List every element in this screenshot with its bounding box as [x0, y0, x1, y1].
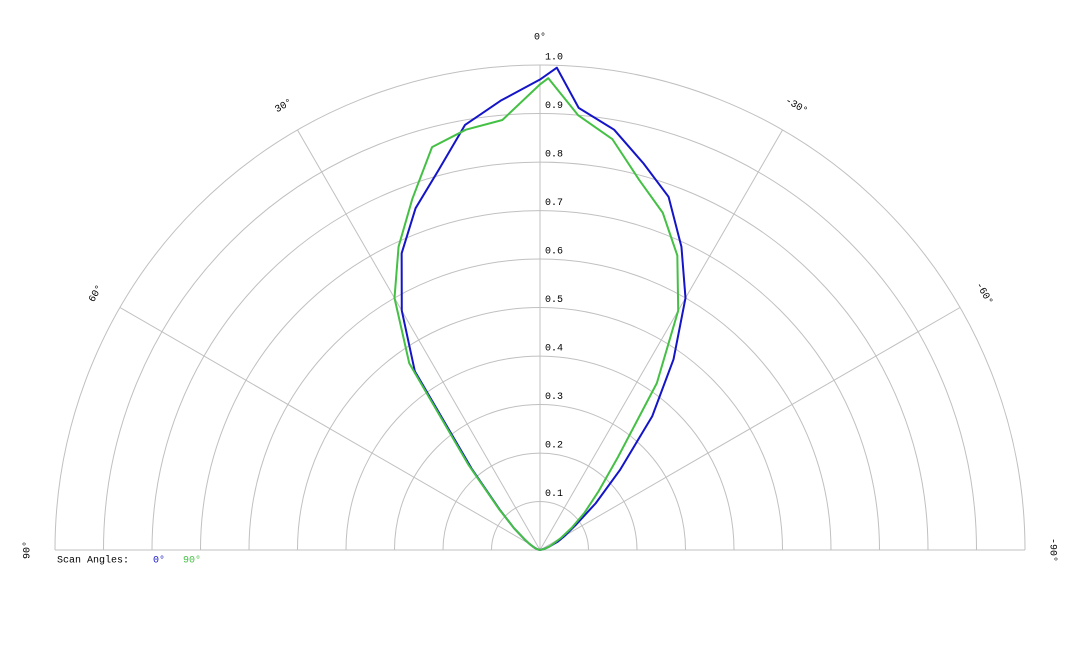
grid-spoke [539, 129, 783, 551]
r-tick-label: 0.7 [545, 198, 563, 209]
r-tick-label: 0.5 [545, 295, 563, 306]
r-tick-label: 0.2 [545, 441, 563, 452]
r-tick-label: 0.9 [545, 101, 563, 112]
theta-tick-label: 0° [534, 32, 546, 44]
theta-tick-label: -90° [1046, 538, 1058, 562]
grid-spoke [297, 129, 541, 551]
theta-tick-label: 60° [87, 283, 106, 305]
series-line [393, 77, 680, 551]
grid-spoke [539, 307, 961, 551]
legend-title: Scan Angles: [57, 555, 129, 567]
theta-tick-label: -60° [973, 280, 995, 307]
r-tick-label: 1.0 [545, 53, 563, 64]
legend-entry: 0° [153, 555, 165, 567]
r-tick-label: 0.3 [545, 392, 563, 403]
theta-tick-label: 30° [273, 97, 295, 116]
grid-spoke [119, 307, 541, 551]
r-tick-label: 0.1 [545, 489, 563, 500]
theta-tick-label: 90° [22, 541, 34, 559]
r-tick-label: 0.4 [545, 344, 563, 355]
theta-tick-label: -30° [783, 95, 810, 117]
legend-entry: 90° [183, 555, 201, 567]
r-tick-label: 0.6 [545, 247, 563, 258]
r-tick-label: 0.8 [545, 150, 563, 161]
